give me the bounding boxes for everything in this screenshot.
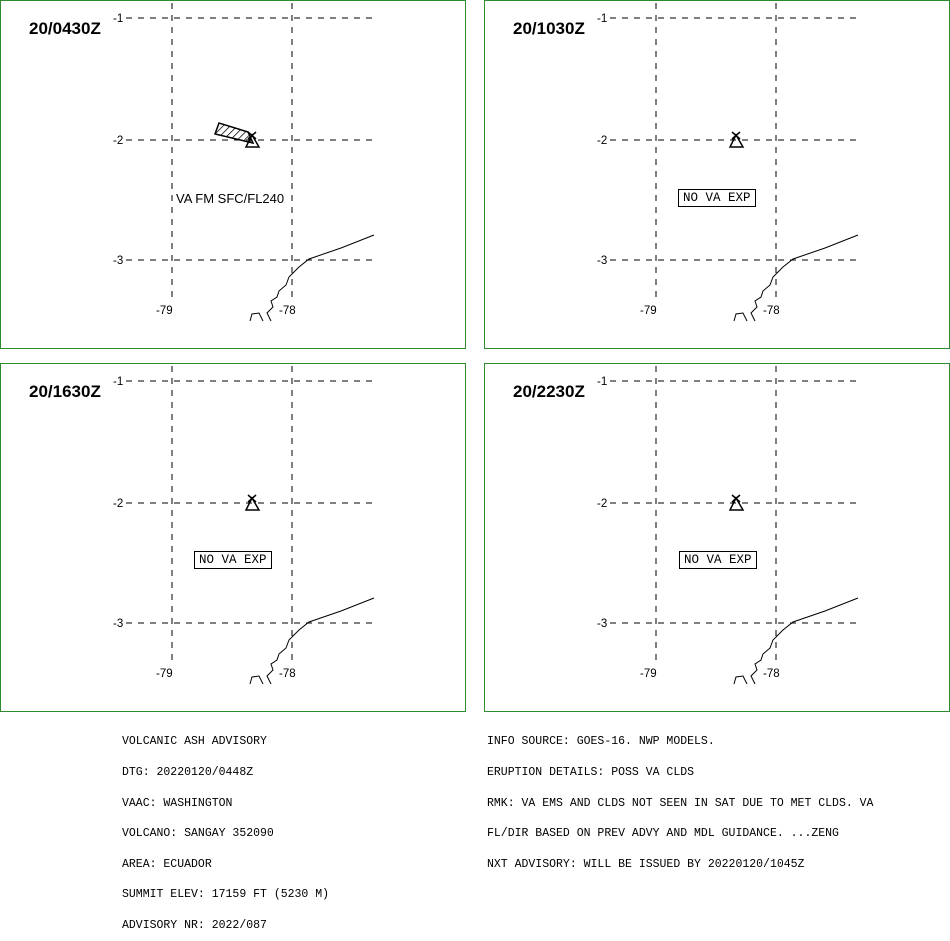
forecast-panel-4: -1 -2 -3 -79 -78 20/2230Z NO VA EXP — [484, 363, 950, 712]
volcano-icon — [244, 494, 261, 511]
ash-status-text: VA FM SFC/FL240 — [176, 191, 284, 206]
volcano-icon — [244, 131, 261, 148]
lat-label-minus2: -2 — [113, 498, 123, 510]
forecast-panel-2: -1 -2 -3 -79 -78 20/1030Z NO VA EXP — [484, 0, 950, 349]
lon-label-minus79: -79 — [156, 305, 173, 317]
advisory-line: FL/DIR BASED ON PREV ADVY AND MDL GUIDAN… — [487, 827, 839, 841]
lat-label-minus3: -3 — [597, 618, 607, 630]
advisory-line: ADVISORY NR: 2022/087 — [122, 918, 267, 932]
lat-label-minus1: -1 — [597, 376, 607, 388]
coastline — [733, 597, 859, 685]
advisory-header-block: VOLCANIC ASH ADVISORY DTG: 20220120/0448… — [122, 717, 329, 941]
advisory-line: VOLCANO: SANGAY 352090 — [122, 827, 274, 841]
forecast-time: 20/2230Z — [513, 382, 585, 401]
map-canvas-3: -1 -2 -3 -79 -78 — [113, 366, 376, 685]
volcano-icon — [728, 494, 745, 511]
lon-label-minus79: -79 — [640, 668, 657, 680]
forecast-panel-3: -1 -2 -3 -79 -78 20/1630Z NO VA EXP — [0, 363, 466, 712]
coastline — [249, 597, 375, 685]
advisory-line: VOLCANIC ASH ADVISORY — [122, 735, 267, 749]
advisory-line: NXT ADVISORY: WILL BE ISSUED BY 20220120… — [487, 857, 805, 871]
coastline — [733, 234, 859, 322]
lat-label-minus3: -3 — [597, 255, 607, 267]
no-ash-expected-box: NO VA EXP — [679, 551, 757, 569]
map-canvas-4: -1 -2 -3 -79 -78 — [597, 366, 860, 685]
forecast-time: 20/1030Z — [513, 19, 585, 38]
advisory-line: DTG: 20220120/0448Z — [122, 766, 254, 779]
advisory-line: RMK: VA EMS AND CLDS NOT SEEN IN SAT DUE… — [487, 796, 874, 810]
forecast-panel-1: -1 -2 -3 -79 -78 VA FM SFC/FL240 20/0430… — [0, 0, 466, 349]
lon-label-minus79: -79 — [640, 305, 657, 317]
lat-label-minus3: -3 — [113, 255, 123, 267]
no-ash-expected-box: NO VA EXP — [194, 551, 272, 569]
lat-label-minus1: -1 — [597, 13, 607, 25]
map-canvas-1: -1 -2 -3 -79 -78 VA FM SFC/FL240 — [113, 3, 376, 322]
no-ash-expected-box: NO VA EXP — [678, 189, 756, 207]
advisory-line: VAAC: WASHINGTON — [122, 796, 233, 810]
advisory-line: ERUPTION DETAILS: POSS VA CLDS — [487, 766, 695, 779]
coastline — [249, 234, 375, 322]
advisory-line: SUMMIT ELEV: 17159 FT (5230 M) — [122, 888, 330, 902]
lon-label-minus79: -79 — [156, 668, 173, 680]
lat-label-minus2: -2 — [597, 498, 607, 510]
lat-label-minus2: -2 — [597, 135, 607, 147]
forecast-time: 20/0430Z — [29, 19, 101, 38]
volcano-icon — [728, 131, 745, 148]
forecast-time: 20/1630Z — [29, 382, 101, 401]
advisory-line: AREA: ECUADOR — [122, 857, 212, 871]
lat-label-minus1: -1 — [113, 13, 123, 25]
lon-label-minus78: -78 — [279, 305, 296, 317]
ash-cloud-polygon — [214, 122, 255, 145]
lat-label-minus2: -2 — [113, 135, 123, 147]
advisory-line: INFO SOURCE: GOES-16. NWP MODELS. — [487, 735, 715, 749]
map-canvas-2: -1 -2 -3 -79 -78 — [597, 3, 860, 322]
lon-label-minus78: -78 — [279, 668, 296, 680]
lat-label-minus1: -1 — [113, 376, 123, 388]
advisory-remarks-block: INFO SOURCE: GOES-16. NWP MODELS. ERUPTI… — [487, 717, 873, 880]
lon-label-minus78: -78 — [763, 305, 780, 317]
lon-label-minus78: -78 — [763, 668, 780, 680]
lat-label-minus3: -3 — [113, 618, 123, 630]
